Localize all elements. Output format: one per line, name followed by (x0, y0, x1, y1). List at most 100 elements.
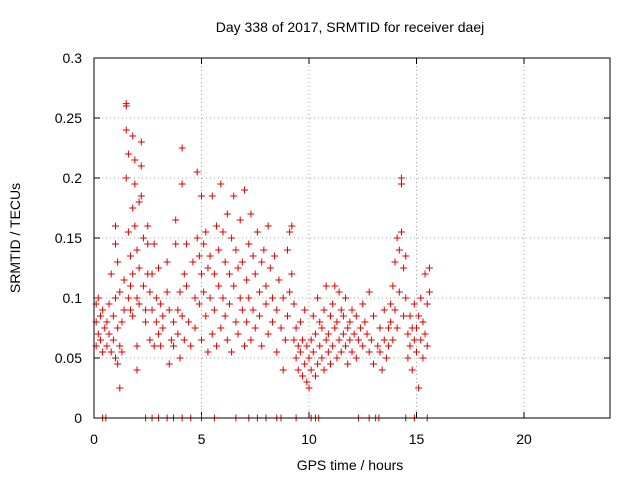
data-point (264, 222, 272, 230)
data-point (292, 354, 300, 362)
data-point (393, 234, 401, 242)
data-point (331, 282, 339, 290)
data-point (423, 300, 431, 308)
data-point (258, 258, 266, 266)
data-point (260, 246, 268, 254)
data-point (352, 312, 360, 320)
data-point (348, 306, 356, 314)
data-point (301, 306, 309, 314)
data-point (324, 348, 332, 356)
data-point (331, 324, 339, 332)
data-point (174, 306, 182, 314)
data-point (337, 348, 345, 356)
data-point (236, 216, 244, 224)
data-point (129, 204, 137, 212)
data-point (380, 306, 388, 314)
data-point (258, 342, 266, 350)
data-point (172, 240, 180, 248)
data-point (249, 306, 257, 314)
data-point (241, 342, 248, 350)
data-point (245, 240, 253, 248)
data-point (249, 252, 257, 260)
axis-ticks: 0 0.05 0.1 0.15 0.2 0.25 0.3 0 5 10 15 20 (55, 50, 610, 447)
data-point (232, 318, 240, 326)
data-point (352, 354, 360, 362)
data-point (157, 300, 165, 308)
data-point (266, 264, 274, 272)
data-point (120, 276, 128, 284)
data-point (286, 288, 294, 296)
data-point (251, 324, 259, 332)
data-point (382, 354, 390, 362)
data-point (96, 312, 104, 320)
data-point (342, 294, 350, 302)
data-point (202, 228, 210, 236)
plot-frame (93, 57, 611, 419)
data-point (256, 312, 264, 320)
data-point (314, 294, 322, 302)
data-point (234, 264, 242, 272)
data-point (404, 330, 412, 338)
data-point (316, 342, 324, 350)
data-point (204, 264, 212, 272)
data-point (337, 306, 345, 314)
data-point (268, 318, 276, 326)
data-point (210, 306, 218, 314)
data-point (152, 318, 160, 326)
data-point (380, 336, 388, 344)
data-point (423, 342, 431, 350)
data-point (359, 342, 367, 350)
data-point (127, 252, 135, 260)
data-point (223, 210, 231, 218)
data-point (402, 294, 410, 302)
data-point (142, 306, 150, 314)
data-point (234, 330, 242, 338)
data-point (273, 306, 281, 314)
data-point (200, 288, 208, 296)
data-point (425, 264, 433, 272)
data-point (324, 330, 332, 338)
data-point (103, 318, 111, 326)
data-point (277, 324, 285, 332)
data-point (415, 384, 423, 392)
data-point (268, 294, 276, 302)
data-point (219, 228, 227, 236)
data-point (344, 360, 352, 368)
data-point (288, 270, 296, 278)
data-point (232, 246, 240, 254)
y-tick-label: 0 (74, 410, 82, 426)
data-point (124, 294, 132, 302)
data-point (406, 342, 414, 350)
data-point (127, 306, 135, 314)
data-point (122, 174, 130, 182)
data-point (296, 318, 304, 326)
data-points (92, 100, 433, 422)
data-point (303, 378, 311, 386)
data-point (311, 372, 319, 380)
data-point (228, 234, 236, 242)
data-point (202, 312, 210, 320)
data-point (118, 318, 126, 326)
data-point (116, 288, 124, 296)
data-point (114, 258, 122, 266)
data-point (99, 306, 107, 314)
data-point (180, 336, 188, 344)
data-point (333, 354, 341, 362)
data-point (135, 198, 143, 206)
data-point (180, 270, 188, 278)
data-point (410, 300, 418, 308)
data-point (135, 300, 143, 308)
x-axis-label: GPS time / hours (297, 457, 404, 473)
data-point (279, 366, 287, 374)
data-point (133, 342, 141, 350)
data-point (279, 294, 287, 302)
data-point (94, 330, 102, 338)
data-point (131, 156, 139, 164)
data-point (112, 222, 119, 230)
data-point (187, 342, 195, 350)
data-point (318, 354, 326, 362)
data-point (116, 342, 124, 350)
data-point (305, 354, 313, 362)
